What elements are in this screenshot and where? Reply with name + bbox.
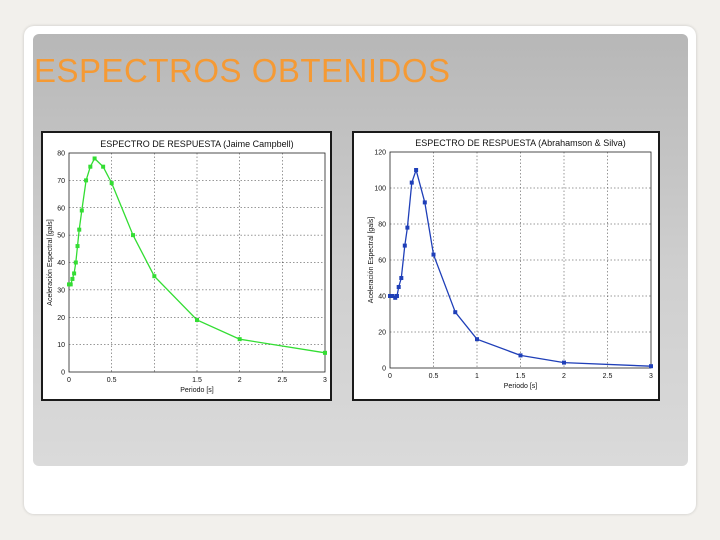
campbell-chart-title: ESPECTRO DE RESPUESTA (Jaime Campbell) (100, 139, 293, 149)
campbell-data-point (131, 233, 135, 238)
abrahamson-data-point (649, 364, 653, 369)
abrahamson-data-point (518, 353, 523, 358)
abrahamson-y-tick-label: 40 (378, 294, 386, 301)
campbell-x-tick-label: 1.5 (192, 377, 202, 384)
campbell-data-point (73, 260, 78, 265)
campbell-y-tick-label: 70 (57, 178, 65, 185)
abrahamson-data-point (390, 294, 395, 298)
abrahamson-data-point (562, 360, 566, 365)
abrahamson-y-tick-label: 100 (374, 186, 386, 193)
chart-campbell-svg: ESPECTRO DE RESPUESTA (Jaime Campbell)0 0… (47, 139, 327, 394)
campbell-data-point (323, 350, 327, 355)
campbell-x-tick-label: 0 (67, 377, 71, 384)
campbell-y-tick-label: 0 (61, 370, 65, 377)
abrahamson-data-point (402, 243, 407, 248)
campbell-y-axis-label: Aceleración Espectral [gals] (47, 219, 54, 305)
campbell-data-point (92, 156, 97, 161)
abrahamson-x-tick-label: 1 (475, 373, 479, 380)
campbell-data-point (237, 337, 242, 342)
abrahamson-x-tick-label: 0 (388, 373, 392, 380)
abrahamson-x-tick-label: 2.5 (603, 373, 613, 380)
chart-abrahamson-silva: ESPECTRO DE RESPUESTA (Abrahamson & Silv… (352, 131, 660, 401)
campbell-data-point (72, 271, 77, 276)
abrahamson-x-tick-label: 0.5 (429, 373, 439, 380)
campbell-x-tick-label: 2 (238, 377, 242, 384)
campbell-data-point (101, 164, 106, 169)
campbell-x-tick-label: 3 (323, 377, 327, 384)
chart-campbell: ESPECTRO DE RESPUESTA (Jaime Campbell) 0 0… (41, 131, 332, 401)
abrahamson-x-tick-label: 3 (649, 373, 653, 380)
campbell-y-tick-label: 10 (57, 342, 65, 349)
campbell-x-tick-label: 2.5 (277, 377, 287, 384)
campbell-data-point (75, 244, 80, 249)
abrahamson-data-point (396, 285, 401, 289)
campbell-y-tick-label: 50 (57, 233, 65, 240)
abrahamson-y-tick-label: 120 (374, 150, 386, 157)
abrahamson-x-axis-label: Periodo [s] (504, 383, 538, 390)
campbell-data-point (77, 227, 82, 232)
abrahamson-y-tick-label: 20 (378, 330, 386, 337)
campbell-y-tick-label: 60 (57, 205, 65, 212)
abrahamson-data-point (405, 225, 410, 230)
abrahamson-y-tick-label: 0 (382, 366, 386, 373)
abrahamson-y-axis-label: Aceleración Espectral [gals] (368, 217, 375, 303)
campbell-x-axis-label: Periodo [s] (180, 387, 214, 394)
campbell-data-point (152, 274, 157, 279)
campbell-data-point (68, 282, 73, 287)
abrahamson-x-tick-label: 2 (562, 373, 566, 380)
abrahamson-data-point (431, 252, 436, 257)
campbell-data-point (79, 208, 84, 213)
campbell-y-tick-label: 20 (57, 315, 65, 322)
campbell-data-point (88, 164, 93, 169)
abrahamson-data-point (475, 337, 479, 342)
abrahamson-y-tick-label: 60 (378, 258, 386, 265)
abrahamson-data-point (414, 168, 419, 172)
abrahamson-data-point (453, 310, 458, 315)
campbell-y-tick-label: 80 (57, 151, 65, 158)
abrahamson-y-tick-label: 80 (378, 222, 386, 229)
abrahamson-data-point (394, 294, 399, 298)
campbell-data-point (109, 181, 114, 186)
abrahamson-data-point (409, 180, 414, 185)
campbell-data-point (70, 276, 75, 281)
slide-title: ESPECTROS OBTENIDOS (34, 52, 451, 89)
campbell-y-tick-label: 30 (57, 287, 65, 294)
abrahamson-data-point (388, 294, 392, 298)
campbell-data-point (195, 317, 199, 322)
abrahamson-data-point (422, 200, 427, 205)
abrahamson-data-point (399, 276, 404, 280)
chart-abrahamson-silva-svg: ESPECTRO DE RESPUESTA (Abrahamson & Silv… (368, 138, 653, 390)
abrahamson-x-tick-label: 1.5 (516, 373, 526, 380)
campbell-x-tick-label: 0.5 (107, 377, 117, 384)
abrahamson-chart-title: ESPECTRO DE RESPUESTA (Abrahamson & Silv… (415, 138, 625, 148)
campbell-data-point (84, 178, 89, 183)
campbell-y-tick-label: 40 (57, 260, 65, 267)
